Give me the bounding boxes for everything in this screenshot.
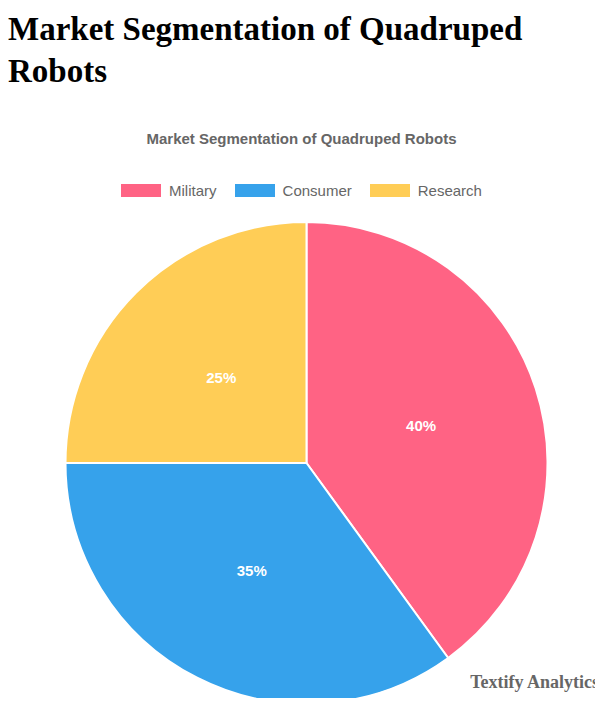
html-text:Military: Military <box>169 182 217 199</box>
svg-text:25%: 25% <box>206 369 236 386</box>
html-text:Research: Research <box>417 182 482 199</box>
html-text:Market Segmentation of Quadrup: Market Segmentation of Quadruped Robots <box>146 130 457 147</box>
html-text:Consumer: Consumer <box>282 182 352 199</box>
html-text:Market Segmentation of Quadrup: Market Segmentation of Quadruped Robots <box>8 11 523 89</box>
html-text:Textify Analytics: Textify Analytics <box>470 672 599 692</box>
svg-text:40%: 40% <box>406 417 436 434</box>
svg-text:35%: 35% <box>237 562 267 579</box>
